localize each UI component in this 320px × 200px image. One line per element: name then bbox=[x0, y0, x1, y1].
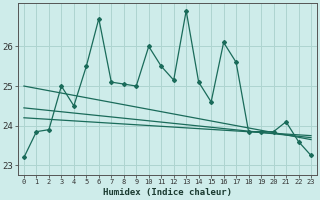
X-axis label: Humidex (Indice chaleur): Humidex (Indice chaleur) bbox=[103, 188, 232, 197]
